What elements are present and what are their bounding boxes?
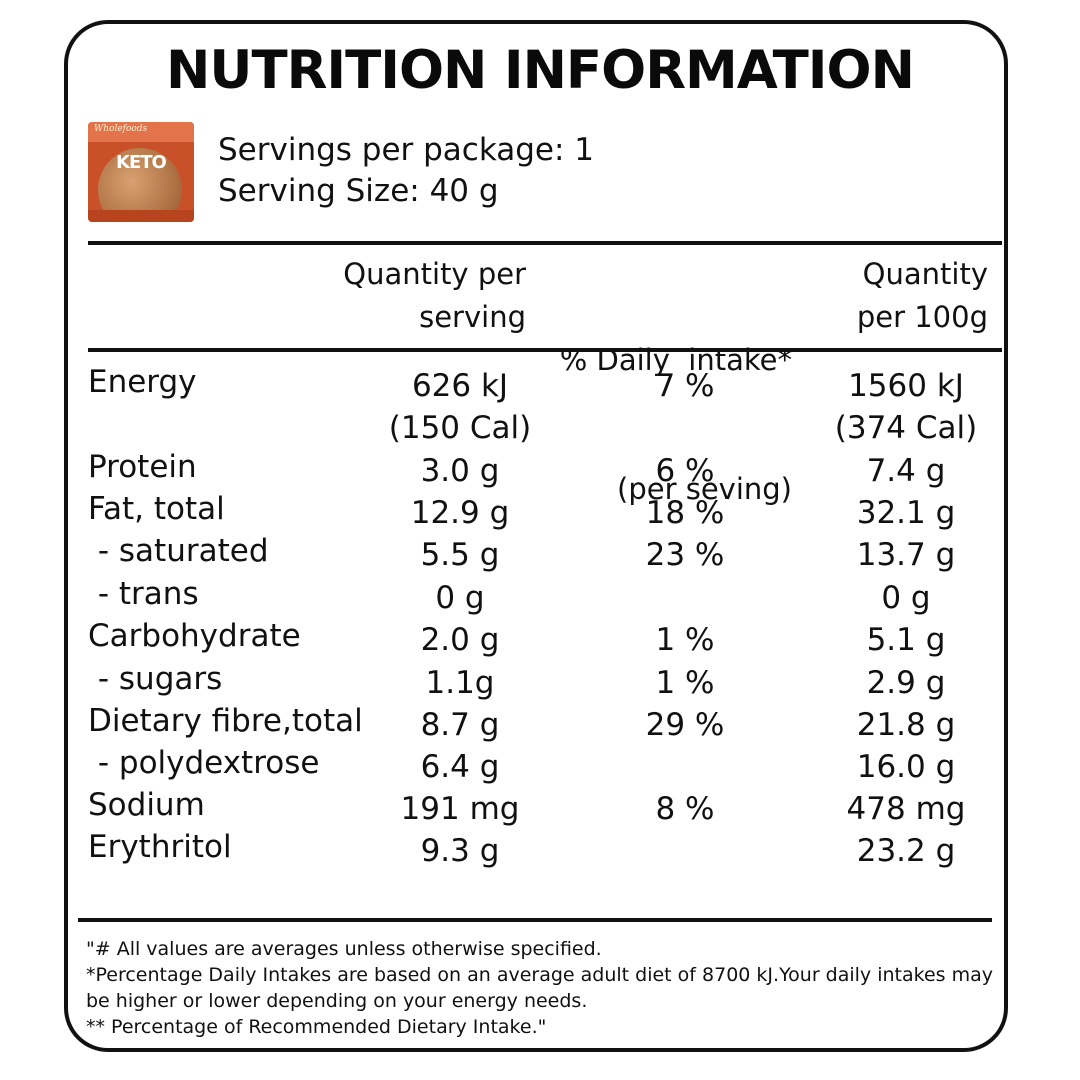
protein-daily: 6 % <box>655 453 715 489</box>
fat-total-per-serving: 12.9 g <box>410 495 510 531</box>
sodium-per-serving: 191 mg <box>400 791 520 827</box>
trans-per-100g: 0 g <box>881 580 931 616</box>
package-brand: Wholefoods <box>94 124 148 134</box>
dietary-fibre-per-serving: 8.7 g <box>420 707 500 743</box>
carbohydrate-per-serving: 2.0 g <box>420 622 500 658</box>
row-label-saturated: - saturated <box>88 533 269 569</box>
row-label-polydextrose: - polydextrose <box>88 745 320 781</box>
nutrition-panel <box>64 20 1008 1052</box>
row-label-carbohydrate: Carbohydrate <box>88 618 301 654</box>
sugars-per-100g: 2.9 g <box>866 665 946 701</box>
row-label-trans: - trans <box>88 576 199 612</box>
product-package-image: Wholefoods KETO <box>88 122 194 222</box>
header-daily-intake-line2: (per seving) <box>617 472 792 506</box>
polydextrose-per-serving: 6.4 g <box>420 749 500 785</box>
carbohydrate-per-100g: 5.1 g <box>866 622 946 658</box>
footnote-rule <box>78 918 992 922</box>
sodium-daily: 8 % <box>655 791 715 827</box>
row-label-sugars: - sugars <box>88 661 223 697</box>
saturated-per-100g: 13.7 g <box>856 537 956 573</box>
package-footer <box>88 210 194 222</box>
saturated-daily: 23 % <box>645 537 725 573</box>
footnotes: "# All values are averages unless otherw… <box>86 936 996 1040</box>
package-product-name: KETO <box>116 152 167 173</box>
header-per-100g-line1: Quantity <box>862 257 988 291</box>
protein-per-100g: 7.4 g <box>866 453 946 489</box>
protein-per-serving: 3.0 g <box>420 453 500 489</box>
serving-size: Serving Size: 40 g <box>218 173 499 209</box>
header-per-serving-line1: Quantity per <box>343 257 526 291</box>
dietary-fibre-daily: 29 % <box>645 707 725 743</box>
footnote-line-4: ** Percentage of Recommended Dietary Int… <box>86 1016 547 1038</box>
cookie-image <box>98 148 182 222</box>
sugars-daily: 1 % <box>655 665 715 701</box>
sodium-per-100g: 478 mg <box>846 791 966 827</box>
header-per-serving-line2: serving <box>419 300 526 334</box>
sugars-per-serving: 1.1g <box>425 665 495 701</box>
energy-per-serving: 626 kJ <box>411 368 509 404</box>
header-bottom-rule <box>88 348 1002 352</box>
header-top-rule <box>88 241 1002 245</box>
energy-per-100g-cal: (374 Cal) <box>834 410 978 446</box>
row-label-dietary-fibre: Dietary fibre,total <box>88 703 363 739</box>
row-label-fat-total: Fat, total <box>88 491 225 527</box>
energy-per-100g: 1560 kJ <box>848 368 964 404</box>
header-per-100g: Quantity per 100g <box>820 253 988 339</box>
energy-daily: 7 % <box>655 368 715 404</box>
footnote-line-2: *Percentage Daily Intakes are based on a… <box>86 964 993 986</box>
row-label-energy: Energy <box>88 364 197 400</box>
page-title: NUTRITION INFORMATION <box>166 40 915 101</box>
header-per-100g-line2: per 100g <box>856 300 988 334</box>
energy-per-serving-cal: (150 Cal) <box>388 410 532 446</box>
servings-per-package: Servings per package: 1 <box>218 132 595 168</box>
polydextrose-per-100g: 16.0 g <box>856 749 956 785</box>
package-ribbon <box>88 122 194 142</box>
trans-per-serving: 0 g <box>435 580 485 616</box>
dietary-fibre-per-100g: 21.8 g <box>856 707 956 743</box>
fat-total-daily: 18 % <box>645 495 725 531</box>
erythritol-per-serving: 9.3 g <box>420 833 500 869</box>
row-label-sodium: Sodium <box>88 787 205 823</box>
carbohydrate-daily: 1 % <box>655 622 715 658</box>
saturated-per-serving: 5.5 g <box>420 537 500 573</box>
row-label-protein: Protein <box>88 449 197 485</box>
row-label-erythritol: Erythritol <box>88 829 232 865</box>
header-per-serving: Quantity per serving <box>300 253 526 339</box>
fat-total-per-100g: 32.1 g <box>856 495 956 531</box>
footnote-line-3: be higher or lower depending on your ene… <box>86 990 588 1012</box>
footnote-line-1: "# All values are averages unless otherw… <box>86 938 602 960</box>
erythritol-per-100g: 23.2 g <box>856 833 956 869</box>
